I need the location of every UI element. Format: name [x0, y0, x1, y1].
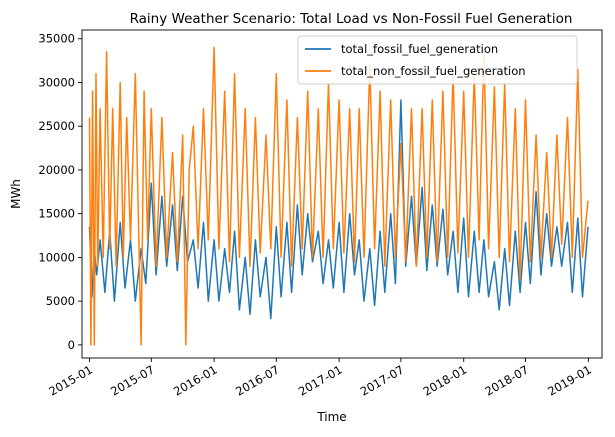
chart-title: Rainy Weather Scenario: Total Load vs No… [130, 11, 573, 27]
legend-label-fossil: total_fossil_fuel_generation [341, 42, 498, 56]
y-tick-label: 5000 [46, 294, 75, 308]
y-tick-label: 10000 [38, 250, 75, 264]
x-tick-label: 2018-07 [482, 362, 531, 398]
x-tick-label: 2016-07 [233, 362, 282, 398]
x-axis: 2015-01 2015-07 2016-01 2016-07 2017-01 2017-… [46, 358, 594, 399]
x-tick-label: 2015-01 [46, 362, 95, 398]
y-axis-label: MWh [9, 179, 23, 209]
y-tick-label: 15000 [38, 207, 75, 221]
x-tick-label: 2018-01 [421, 362, 470, 398]
y-tick-label: 20000 [38, 163, 75, 177]
plot-frame [81, 29, 603, 359]
series-layer [88, 46, 589, 346]
x-tick-label: 2019-01 [545, 362, 594, 398]
x-tick-label: 2017-07 [358, 362, 407, 398]
x-tick-label: 2017-01 [296, 362, 345, 398]
series-line-0 [88, 99, 589, 320]
y-tick-label: 25000 [38, 119, 75, 133]
legend-label-non-fossil: total_non_fossil_fuel_generation [341, 64, 526, 78]
y-tick-label: 30000 [38, 75, 75, 89]
legend: total_fossil_fuel_generation total_non_f… [297, 35, 578, 85]
y-axis: 0 5000 10000 15000 20000 25000 30000 35000 [38, 32, 82, 352]
y-tick-label: 35000 [38, 32, 75, 46]
x-axis-label: Time [316, 410, 346, 424]
x-tick-label: 2015-07 [108, 362, 157, 398]
legend-box [297, 35, 578, 85]
y-tick-label: 0 [68, 338, 75, 352]
series-line-1 [88, 46, 589, 346]
x-tick-label: 2016-01 [171, 362, 220, 398]
